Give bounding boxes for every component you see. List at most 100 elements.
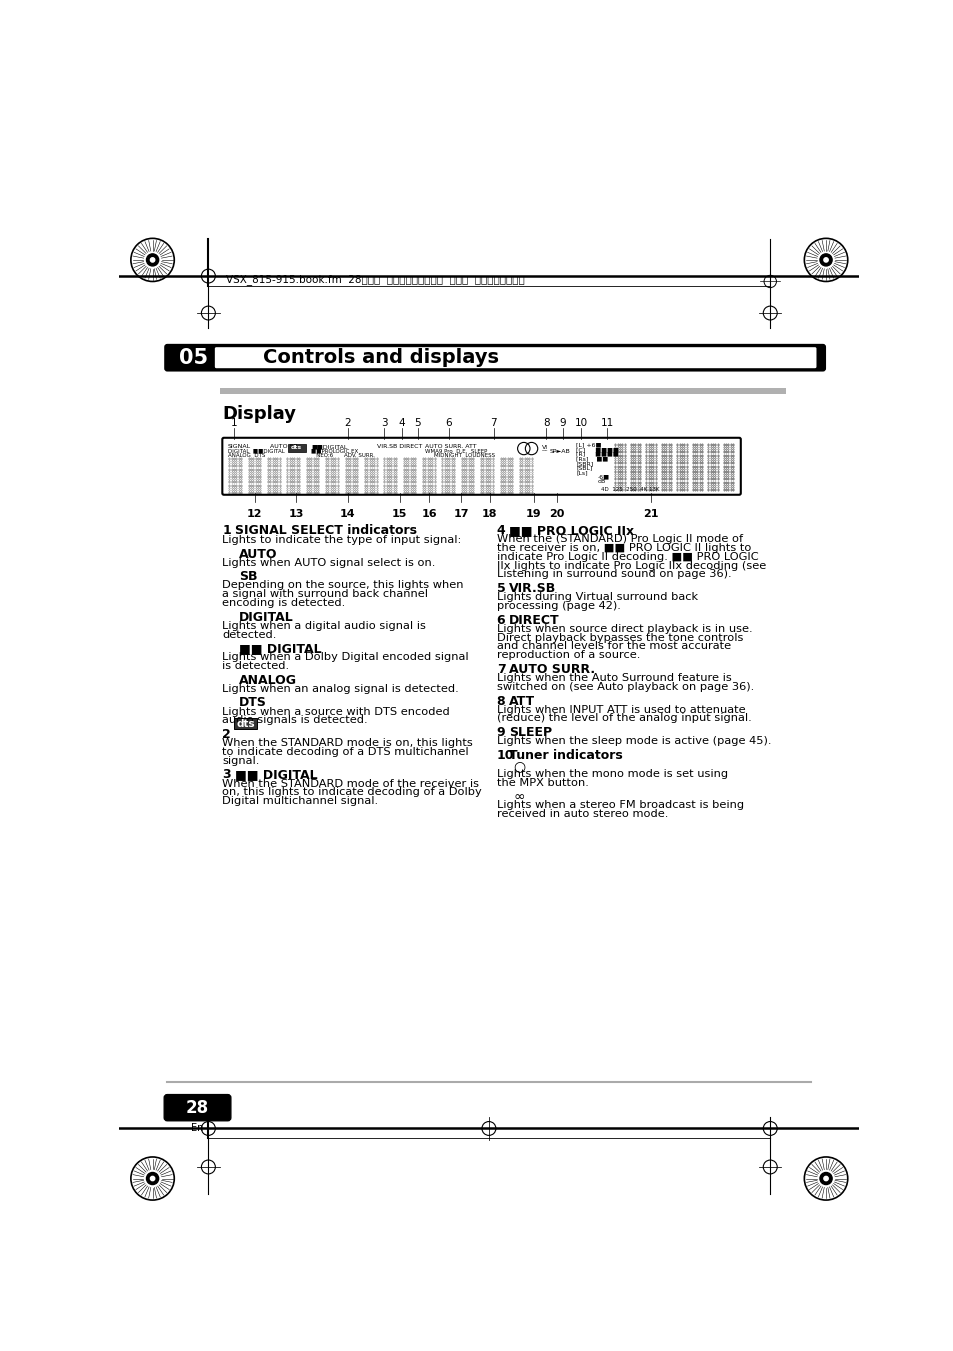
- Text: En: En: [192, 1124, 204, 1133]
- Text: Lights when the Auto Surround feature is: Lights when the Auto Surround feature is: [497, 673, 731, 684]
- Circle shape: [820, 1173, 831, 1185]
- Text: 1: 1: [222, 524, 231, 536]
- Text: 14: 14: [339, 508, 355, 519]
- Text: ANALOG  DTS: ANALOG DTS: [228, 453, 265, 458]
- Text: Lights to indicate the type of input signal:: Lights to indicate the type of input sig…: [222, 535, 461, 544]
- Text: to indicate decoding of a DTS multichannel: to indicate decoding of a DTS multichann…: [222, 747, 469, 757]
- FancyBboxPatch shape: [222, 438, 740, 494]
- Text: ADV. SURR.: ADV. SURR.: [344, 453, 375, 458]
- Text: Depending on the source, this lights when: Depending on the source, this lights whe…: [222, 580, 463, 590]
- Text: AUTO SURR.: AUTO SURR.: [509, 663, 595, 676]
- Text: SB: SB: [239, 570, 257, 584]
- Text: 7: 7: [490, 417, 497, 428]
- Text: 13: 13: [288, 508, 303, 519]
- Text: 20: 20: [549, 508, 564, 519]
- Text: 17: 17: [453, 508, 468, 519]
- Text: When the STANDARD mode is on, this lights: When the STANDARD mode is on, this light…: [222, 738, 473, 748]
- Text: 15: 15: [392, 508, 407, 519]
- Text: processing (page 42).: processing (page 42).: [497, 601, 619, 611]
- Text: Digital multichannel signal.: Digital multichannel signal.: [222, 796, 378, 807]
- Text: (reduce) the level of the analog input signal.: (reduce) the level of the analog input s…: [497, 713, 751, 723]
- Text: Lights when a source with DTS encoded: Lights when a source with DTS encoded: [222, 707, 450, 716]
- Text: NEO:6: NEO:6: [311, 453, 334, 458]
- FancyBboxPatch shape: [288, 443, 305, 453]
- Text: Controls and displays: Controls and displays: [262, 349, 498, 367]
- FancyBboxPatch shape: [164, 1094, 231, 1121]
- Text: SIGNAL SELECT indicators: SIGNAL SELECT indicators: [234, 524, 416, 536]
- Text: [SBR]: [SBR]: [576, 461, 593, 466]
- Text: 8: 8: [497, 694, 505, 708]
- Text: a signal with surround back channel: a signal with surround back channel: [222, 589, 428, 598]
- Text: ■■PROLOGIC EX: ■■PROLOGIC EX: [311, 449, 358, 454]
- Text: AUTO: AUTO: [239, 547, 277, 561]
- Text: Lights when the mono mode is set using: Lights when the mono mode is set using: [497, 769, 727, 780]
- Text: reproduction of a source.: reproduction of a source.: [497, 650, 639, 661]
- Text: Lights when the sleep mode is active (page 45).: Lights when the sleep mode is active (pa…: [497, 736, 770, 746]
- Text: Lights when an analog signal is detected.: Lights when an analog signal is detected…: [222, 684, 458, 694]
- Text: on, this lights to indicate decoding of a Dolby: on, this lights to indicate decoding of …: [222, 788, 481, 797]
- Text: VSX_815-915.book.fm  28ページ  ２００５年３月１日  火曜日  午前１０時２２分: VSX_815-915.book.fm 28ページ ２００５年３月１日 火曜日 …: [226, 274, 524, 285]
- Text: Lights during Virtual surround back: Lights during Virtual surround back: [497, 592, 697, 603]
- Text: ■■ DIGITAL: ■■ DIGITAL: [239, 642, 322, 655]
- Text: dB: dB: [597, 480, 605, 485]
- Text: 05: 05: [179, 347, 208, 367]
- Circle shape: [147, 254, 158, 266]
- Text: [C]     ■■■■: [C] ■■■■: [576, 447, 618, 453]
- Text: Lights when AUTO signal select is on.: Lights when AUTO signal select is on.: [222, 558, 436, 567]
- Text: indicate Pro Logic II decoding. ■■ PRO LOGIC: indicate Pro Logic II decoding. ■■ PRO L…: [497, 551, 758, 562]
- Text: AUTO SURR. ATT: AUTO SURR. ATT: [425, 444, 476, 449]
- FancyBboxPatch shape: [234, 719, 256, 730]
- Bar: [220, 389, 785, 394]
- Text: Display: Display: [222, 405, 296, 423]
- Text: 19: 19: [525, 508, 541, 519]
- Text: signal.: signal.: [222, 755, 259, 766]
- Text: 5: 5: [414, 417, 420, 428]
- Text: 5: 5: [497, 582, 505, 596]
- Text: DIGITAL: DIGITAL: [239, 611, 294, 624]
- Text: AUTO SB: AUTO SB: [270, 444, 297, 449]
- Circle shape: [820, 254, 831, 266]
- Text: the receiver is on, ■■ PRO LOGIC II lights to: the receiver is on, ■■ PRO LOGIC II ligh…: [497, 543, 750, 553]
- Text: 28: 28: [186, 1098, 209, 1117]
- Text: Tuner indicators: Tuner indicators: [509, 748, 622, 762]
- Text: MIDNIGHT  LOUDNESS: MIDNIGHT LOUDNESS: [434, 453, 495, 458]
- Text: encoding is detected.: encoding is detected.: [222, 598, 345, 608]
- Text: Listening in surround sound on page 36).: Listening in surround sound on page 36).: [497, 570, 731, 580]
- Text: [L] +6■: [L] +6■: [576, 442, 601, 447]
- Text: V̲I̲: V̲I̲: [541, 444, 547, 450]
- Text: ■■ PRO LOGIC IIx: ■■ PRO LOGIC IIx: [509, 524, 634, 536]
- Text: IIx lights to indicate Pro Logic IIx decoding (see: IIx lights to indicate Pro Logic IIx dec…: [497, 561, 765, 570]
- Text: Lights when a Dolby Digital encoded signal: Lights when a Dolby Digital encoded sign…: [222, 653, 469, 662]
- Text: Lights when a digital audio signal is: Lights when a digital audio signal is: [222, 620, 426, 631]
- Text: -6■: -6■: [597, 474, 609, 480]
- Text: switched on (see Auto playback on page 36).: switched on (see Auto playback on page 3…: [497, 682, 753, 692]
- Text: 11: 11: [600, 417, 614, 428]
- Text: Direct playback bypasses the tone controls: Direct playback bypasses the tone contro…: [497, 632, 742, 643]
- Text: DTS: DTS: [239, 697, 267, 709]
- Text: SP►AB: SP►AB: [549, 449, 570, 454]
- Text: 12: 12: [247, 508, 262, 519]
- Circle shape: [147, 1173, 158, 1185]
- Text: VIR.SB: VIR.SB: [509, 582, 556, 596]
- Text: dts: dts: [291, 446, 302, 450]
- Text: ATT: ATT: [509, 694, 535, 708]
- Text: DIGITAL  ■■DIGITAL: DIGITAL ■■DIGITAL: [228, 449, 284, 454]
- Text: the MPX button.: the MPX button.: [497, 778, 588, 788]
- Text: ANALOG: ANALOG: [239, 674, 297, 686]
- Text: ∞: ∞: [513, 790, 525, 804]
- Text: dts: dts: [236, 719, 254, 728]
- Text: ○: ○: [513, 759, 525, 773]
- Text: When the (STANDARD) Pro Logic II mode of: When the (STANDARD) Pro Logic II mode of: [497, 534, 742, 544]
- Text: 9: 9: [558, 417, 565, 428]
- Text: 3: 3: [380, 417, 387, 428]
- Text: Lights when a stereo FM broadcast is being: Lights when a stereo FM broadcast is bei…: [497, 800, 743, 811]
- Text: SIGNAL: SIGNAL: [228, 444, 251, 449]
- Text: [R]     ■■■■: [R] ■■■■: [576, 451, 618, 457]
- Text: 6: 6: [497, 613, 505, 627]
- Text: [Ls]: [Ls]: [576, 470, 587, 476]
- Text: 16: 16: [421, 508, 436, 519]
- Text: When the STANDARD mode of the receiver is: When the STANDARD mode of the receiver i…: [222, 778, 478, 789]
- Text: and channel levels for the most accurate: and channel levels for the most accurate: [497, 642, 730, 651]
- Text: DIRECT: DIRECT: [509, 613, 559, 627]
- Text: WMA9 Pro  D.E.  SLEEP: WMA9 Pro D.E. SLEEP: [425, 449, 487, 454]
